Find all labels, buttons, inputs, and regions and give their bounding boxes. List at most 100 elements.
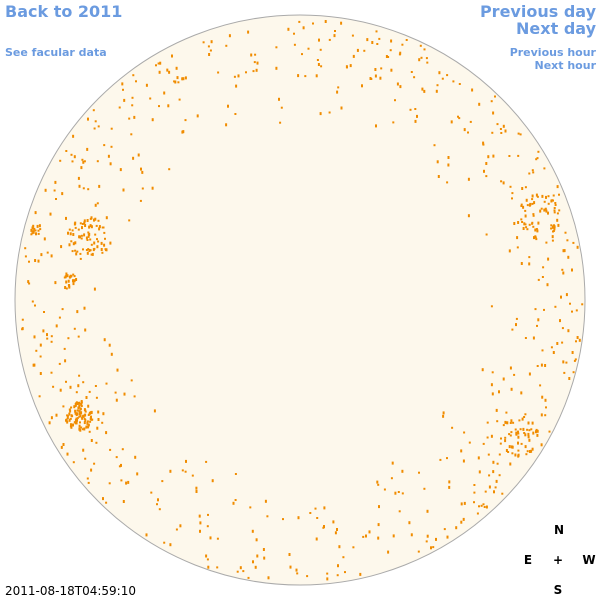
facula	[24, 255, 27, 258]
facula	[255, 538, 258, 542]
facula	[316, 59, 319, 61]
facula	[535, 158, 538, 161]
facula	[416, 114, 418, 118]
facula	[524, 214, 527, 218]
facula	[250, 53, 253, 57]
facula	[71, 415, 74, 418]
facula	[471, 88, 474, 92]
facula	[100, 248, 103, 251]
facula	[207, 45, 210, 48]
facular-link[interactable]: See facular data	[5, 46, 107, 59]
facula	[511, 328, 514, 331]
facula	[517, 132, 520, 135]
facula	[362, 535, 365, 538]
facula	[508, 445, 511, 449]
facula	[82, 448, 85, 452]
facula	[446, 74, 449, 77]
facula	[552, 351, 555, 354]
facula	[254, 565, 257, 569]
facula	[72, 134, 75, 138]
facula	[68, 418, 71, 422]
facula	[499, 442, 502, 445]
facula	[90, 468, 93, 472]
facula	[108, 343, 111, 347]
facula	[90, 439, 93, 442]
facula	[531, 194, 534, 198]
facula	[510, 431, 513, 434]
facula	[173, 80, 176, 83]
facula	[132, 156, 135, 160]
facula	[90, 253, 93, 256]
facula	[72, 273, 75, 276]
facula	[526, 204, 529, 207]
facula	[80, 166, 83, 170]
facula	[80, 234, 83, 237]
facula	[58, 316, 61, 319]
facula	[86, 147, 89, 151]
facula	[184, 119, 187, 122]
facula	[79, 222, 82, 225]
facula	[425, 57, 428, 60]
facula	[251, 529, 254, 533]
facula	[401, 469, 404, 473]
facula	[323, 525, 325, 528]
facula	[430, 546, 432, 550]
facula	[101, 421, 104, 424]
previous-hour-link[interactable]: Previous hour	[510, 46, 597, 59]
facula	[38, 395, 41, 398]
facula	[52, 385, 55, 388]
facula	[156, 503, 158, 506]
facula	[280, 106, 283, 109]
facula	[463, 501, 466, 505]
facula	[528, 438, 531, 442]
facula	[562, 271, 565, 275]
facula	[535, 428, 538, 431]
facula	[562, 249, 565, 253]
facula	[390, 477, 393, 480]
facula	[345, 65, 348, 69]
facula	[209, 536, 212, 540]
compass-south: S	[554, 583, 563, 597]
facula	[83, 306, 86, 310]
facula	[387, 56, 390, 58]
facula	[61, 308, 64, 311]
facula	[87, 235, 90, 238]
facula	[340, 21, 343, 25]
facula	[410, 71, 413, 73]
facula	[534, 235, 537, 239]
facula	[536, 157, 539, 160]
facula	[491, 392, 494, 396]
previous-day-link[interactable]: Previous day	[480, 2, 597, 21]
facula	[524, 337, 527, 339]
facula	[73, 279, 76, 283]
facula	[553, 225, 556, 229]
facula	[74, 249, 77, 252]
facula	[524, 413, 527, 416]
facula	[122, 88, 124, 91]
back-link[interactable]: Back to 2011	[5, 2, 122, 21]
facula	[205, 554, 208, 558]
facula	[487, 155, 490, 159]
facula	[467, 131, 469, 134]
facula	[560, 295, 562, 299]
facula	[81, 158, 84, 161]
facula	[517, 221, 520, 224]
facula	[490, 100, 493, 103]
facula	[492, 470, 495, 474]
next-day-link[interactable]: Next day	[516, 19, 597, 38]
facula	[78, 427, 81, 431]
facula	[527, 435, 530, 439]
facula	[86, 239, 89, 241]
facula	[85, 396, 88, 399]
facula	[383, 488, 386, 491]
facula	[564, 231, 567, 234]
facula	[64, 286, 67, 289]
next-hour-link[interactable]: Next hour	[535, 59, 597, 72]
facula	[74, 409, 77, 413]
facula	[492, 111, 495, 115]
facula	[141, 170, 144, 174]
facula	[545, 195, 547, 199]
facula	[66, 417, 69, 419]
facula	[69, 409, 72, 413]
facula	[571, 268, 573, 272]
